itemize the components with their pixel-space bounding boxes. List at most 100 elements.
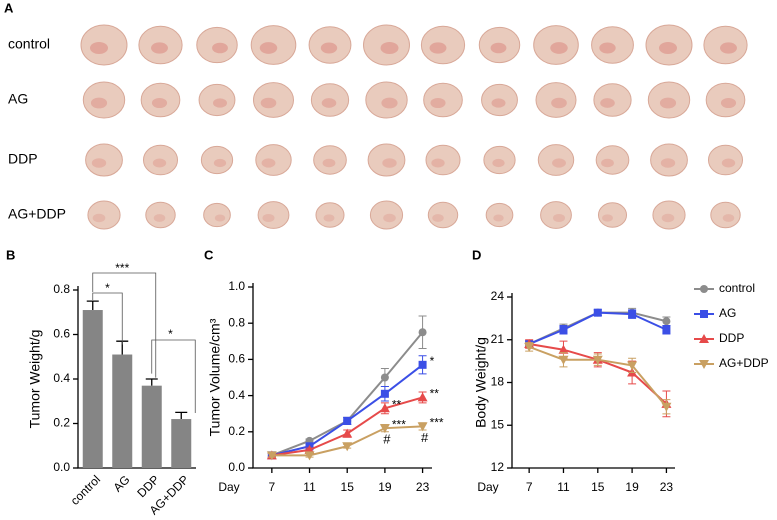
legend-marker — [700, 285, 708, 293]
point — [524, 342, 535, 352]
y-tick-label: 0.8 — [228, 315, 245, 329]
point — [628, 310, 637, 319]
x-tick-label: 11 — [303, 480, 316, 494]
significance-label: * — [168, 327, 173, 341]
row-label: DDP — [8, 151, 38, 167]
tumor-spot — [90, 97, 108, 109]
y-tick-label: 18 — [491, 375, 505, 389]
tumor-spot — [491, 98, 506, 108]
y-tick-label: 0.0 — [228, 460, 245, 474]
tumor — [308, 26, 352, 64]
tumor-spot — [152, 158, 167, 168]
tumor — [650, 143, 688, 177]
tumor-spot — [90, 42, 108, 54]
row-label: AG — [8, 91, 28, 107]
tumor — [142, 144, 179, 176]
panel-label: C — [204, 247, 214, 262]
tumor-spot — [260, 97, 277, 109]
tumor — [255, 144, 292, 176]
point — [380, 389, 389, 398]
y-tick-label: 0.4 — [228, 388, 245, 402]
tumor-spot — [550, 42, 568, 54]
significance-bracket — [151, 339, 196, 414]
tumor-photos — [80, 24, 748, 230]
x-tick-label: 7 — [526, 480, 533, 494]
y-axis-label: Body Weight/g — [473, 337, 489, 428]
bar — [82, 310, 103, 468]
tumor-spot — [599, 42, 616, 54]
tumor-spot — [429, 42, 447, 54]
y-axis-label: Tumor Volume/cm³ — [207, 318, 223, 436]
panel-label: B — [6, 247, 15, 262]
y-tick-label: 24 — [491, 289, 505, 303]
x-tick-label: 15 — [341, 480, 355, 494]
x-tick-label: 23 — [416, 480, 430, 494]
y-tick-label: 12 — [491, 460, 505, 474]
tumor — [313, 145, 347, 175]
error-bar — [145, 378, 158, 386]
tumor-spot — [660, 158, 676, 168]
tumor-spot — [320, 42, 338, 54]
significance-bracket — [92, 292, 123, 345]
point — [627, 361, 638, 371]
legend-label: AG+DDP — [719, 356, 769, 370]
tumor-spot — [91, 158, 107, 168]
tumor-spot — [153, 214, 166, 222]
x-tick-label: 19 — [625, 480, 639, 494]
tumor-spot — [492, 158, 505, 168]
tumor-spot — [602, 214, 613, 222]
tumor-spot — [259, 42, 278, 54]
point — [266, 451, 277, 461]
tumor-spot — [323, 214, 335, 222]
tumor — [485, 202, 514, 228]
point — [417, 422, 428, 432]
tumor-spot — [151, 42, 168, 54]
axes — [252, 283, 432, 469]
tumor-spot — [721, 158, 736, 168]
tumor — [196, 26, 238, 64]
tumor — [705, 82, 746, 118]
x-tick-label: AG — [110, 472, 132, 494]
row-label: control — [8, 36, 50, 52]
legend-label: AG — [719, 306, 736, 320]
error-bar — [175, 411, 188, 420]
tumor — [252, 82, 295, 118]
tumor — [365, 81, 408, 119]
point — [558, 355, 569, 365]
y-tick-label: 0.0 — [53, 460, 70, 474]
point — [342, 442, 353, 452]
tumor — [82, 81, 126, 119]
tumor-spot — [552, 158, 566, 168]
point — [662, 317, 671, 326]
x-tick-label: 15 — [591, 480, 605, 494]
point — [304, 451, 315, 461]
tumor — [423, 82, 463, 118]
significance-label: # — [383, 432, 391, 447]
y-tick-label: 0.2 — [228, 424, 245, 438]
tumor-spot — [720, 97, 737, 109]
tumor — [481, 83, 518, 117]
tumor-spot — [212, 42, 228, 54]
tumor-spot — [431, 158, 445, 168]
tumor-spot — [212, 98, 228, 108]
significance-label: * — [430, 354, 435, 368]
tumor — [535, 82, 577, 118]
series — [267, 315, 427, 460]
point — [343, 416, 352, 425]
tumor — [645, 24, 693, 66]
tumor-spot — [92, 213, 106, 223]
line — [528, 311, 667, 345]
tumor — [310, 83, 350, 117]
tumor-spot — [214, 214, 226, 222]
legend-label: control — [719, 281, 755, 295]
significance-label: *** — [430, 416, 444, 430]
tumor — [707, 144, 744, 176]
tumor — [533, 25, 579, 65]
bar — [112, 354, 133, 468]
y-tick-label: 0.8 — [53, 282, 70, 296]
tumor-spot — [261, 158, 276, 168]
tumor-spot — [722, 214, 735, 222]
x-tick-label: 19 — [378, 480, 392, 494]
